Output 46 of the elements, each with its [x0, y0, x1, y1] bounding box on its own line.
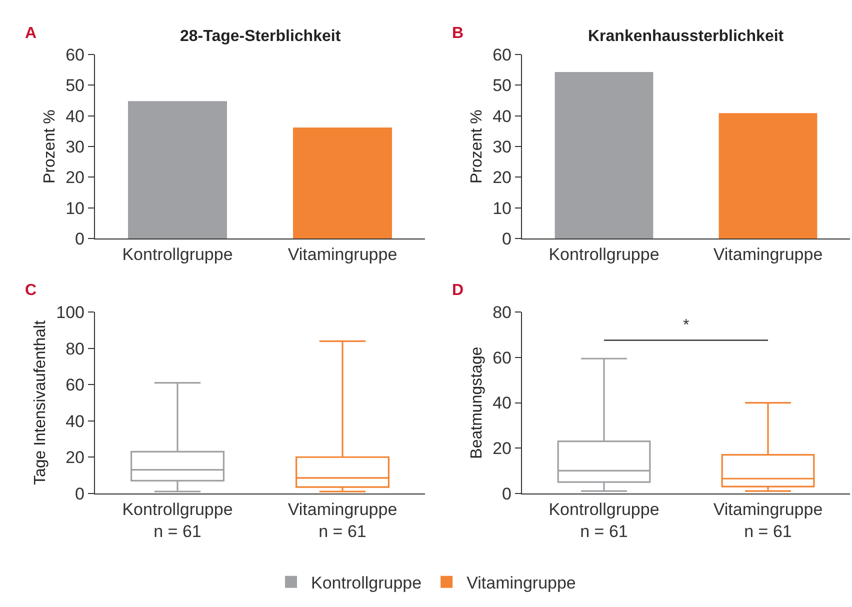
y-tick-label: 20	[492, 168, 512, 188]
text: B	[452, 25, 464, 42]
y-tick-label: 20	[66, 448, 84, 468]
y-tick-label: 10	[66, 198, 84, 218]
text: C	[25, 282, 37, 299]
y-tick-label: 40	[492, 394, 512, 413]
legend-label: Vitamingruppe	[466, 573, 576, 592]
y-tick-label: 60	[66, 376, 84, 395]
x-tick-label: Vitamingruppe n = 61	[288, 500, 398, 541]
y-tick-label: 40	[492, 106, 512, 126]
y-tick-label: 10	[492, 198, 512, 218]
y-tick-label: 40	[66, 106, 84, 126]
y-tick-label: 40	[66, 412, 84, 431]
y-tick-label: 30	[492, 138, 512, 157]
y-tick-label: 20	[66, 168, 84, 188]
legend-label: Kontrollgruppe	[311, 573, 422, 592]
x-tick-label: Vitamingruppe	[713, 245, 823, 264]
y-tick-label: 50	[492, 76, 512, 96]
x-tick-label: Kontrollgruppe	[548, 245, 660, 264]
y-tick-label: 80	[492, 303, 512, 322]
x-tick-label: Vitamingruppe n = 61	[713, 500, 823, 541]
y-tick-label: 30	[66, 138, 84, 157]
y-tick-label: 20	[492, 439, 512, 458]
y-tick-label: 80	[66, 339, 84, 358]
y-axis-title: Tage Intensivaufenthalt	[32, 320, 50, 486]
y-axis-title: Beatmungstage	[468, 346, 486, 459]
y-tick-label: 0	[75, 484, 84, 504]
y-axis-title: Prozent %	[468, 110, 486, 184]
text: A	[25, 25, 37, 42]
y-tick-label: 0	[502, 230, 512, 249]
y-tick-label: 60	[492, 348, 512, 368]
y-tick-label: 100	[56, 303, 84, 322]
x-tick-label: Vitamingruppe	[288, 245, 398, 264]
y-axis-title: Prozent %	[41, 110, 58, 184]
x-tick-label: Kontrollgruppe n = 61	[122, 500, 233, 541]
chart-title: 28-Tage-Sterblichkeit	[180, 28, 342, 45]
x-tick-label: Kontrollgruppe	[122, 245, 233, 264]
chart-title: Krankenhaussterblichkeit	[588, 28, 784, 45]
y-tick-label: 0	[75, 230, 84, 249]
y-tick-label: 0	[502, 484, 512, 504]
y-tick-label: 50	[66, 76, 84, 96]
annotation: *	[683, 317, 690, 334]
x-tick-label: Kontrollgruppe n = 61	[548, 500, 660, 541]
y-tick-label: 60	[492, 45, 512, 64]
y-tick-label: 60	[66, 45, 84, 64]
text: D	[452, 282, 464, 299]
